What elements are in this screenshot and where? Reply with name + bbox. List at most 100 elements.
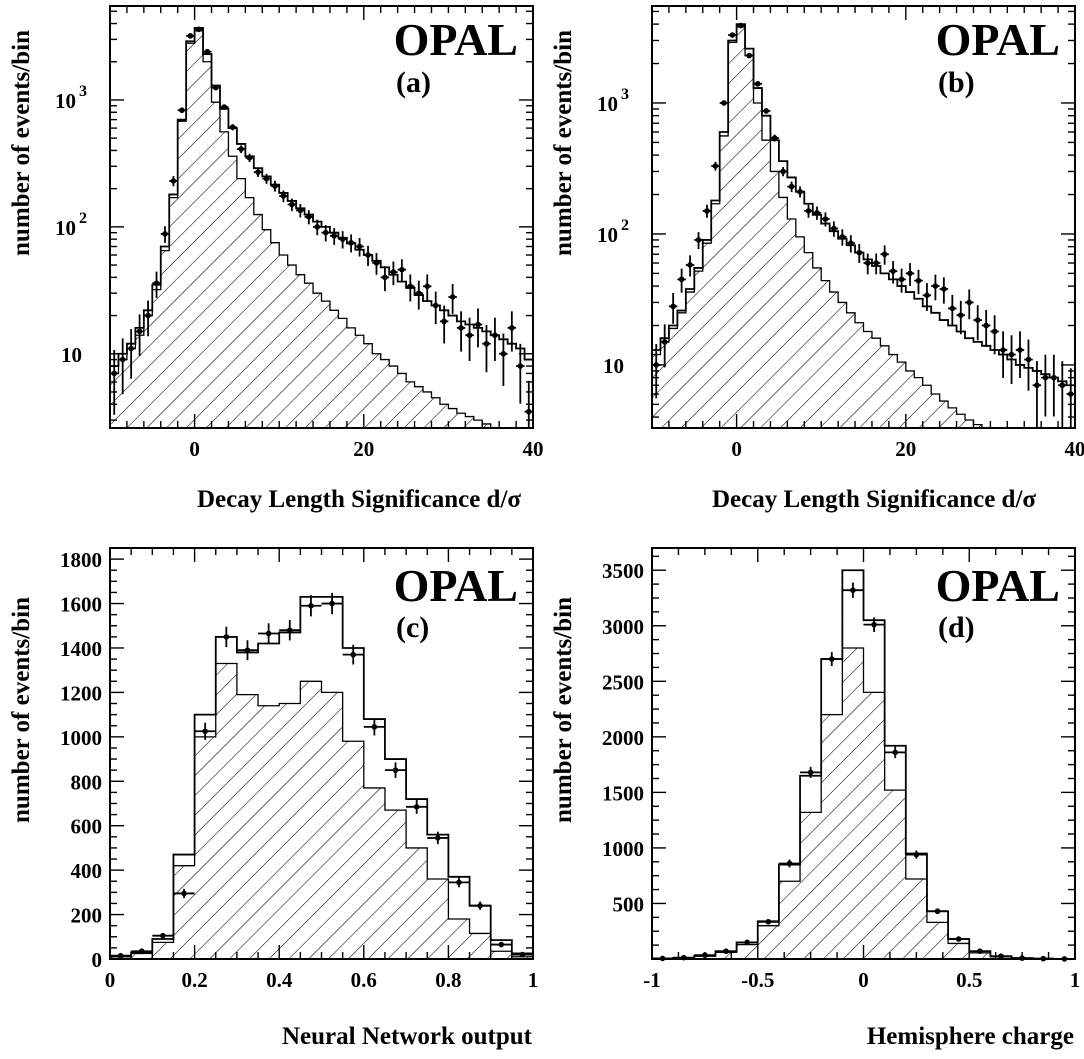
data-marker	[949, 305, 956, 312]
data-point	[753, 81, 762, 87]
data-point	[431, 291, 440, 325]
data-marker	[153, 280, 160, 286]
signal-hatched-histogram	[109, 30, 533, 429]
data-marker	[339, 236, 346, 242]
signal-hatched-histogram	[109, 662, 534, 960]
data-marker	[680, 954, 687, 961]
data-marker	[932, 283, 939, 289]
data-marker	[424, 283, 431, 290]
data-marker	[763, 108, 770, 114]
data-point	[736, 939, 758, 946]
data-point	[821, 652, 843, 667]
data-point	[110, 952, 132, 959]
data-point	[499, 333, 508, 386]
data-point	[473, 308, 483, 348]
data-marker	[263, 175, 270, 182]
data-marker	[238, 146, 244, 152]
data-point	[757, 918, 779, 925]
y-tick-label: 10	[55, 89, 76, 113]
data-point	[888, 261, 898, 284]
data-point	[1024, 339, 1033, 391]
x-axis-label: Decay Length Significance d/σ	[197, 486, 521, 513]
data-point	[363, 245, 373, 266]
data-point	[719, 100, 729, 106]
panel-label: (b)	[938, 66, 975, 99]
data-point	[1041, 354, 1050, 417]
data-marker	[466, 332, 473, 339]
data-point	[448, 877, 470, 888]
data-marker	[1051, 374, 1057, 381]
data-point	[215, 626, 237, 648]
data-point	[406, 799, 428, 814]
data-marker	[399, 266, 405, 273]
data-marker	[221, 104, 228, 110]
data-marker	[915, 277, 922, 284]
x-tick-label: 0	[731, 437, 742, 461]
data-marker	[1059, 382, 1066, 389]
data-marker	[348, 239, 354, 246]
data-marker	[280, 193, 287, 199]
data-point	[838, 229, 847, 246]
data-marker	[181, 890, 187, 897]
y-tick-label: 1000	[602, 837, 644, 861]
data-marker	[765, 918, 772, 925]
data-marker	[723, 948, 729, 955]
data-marker	[1017, 347, 1023, 353]
data-point	[516, 343, 525, 404]
data-marker	[413, 804, 420, 810]
data-point	[194, 722, 216, 740]
data-marker	[712, 163, 719, 169]
data-point	[262, 173, 271, 184]
data-point	[795, 186, 805, 198]
experiment-label: OPAL	[936, 14, 1060, 65]
data-marker	[204, 48, 211, 55]
data-point	[736, 22, 746, 29]
data-marker	[670, 303, 676, 310]
data-point	[931, 274, 940, 301]
y-tick-label: 400	[71, 859, 103, 883]
data-point	[770, 134, 779, 142]
x-tick-label: 1	[1070, 968, 1081, 992]
data-marker	[814, 210, 820, 216]
data-marker	[898, 276, 905, 283]
experiment-label: OPAL	[394, 560, 518, 611]
data-point	[414, 280, 424, 310]
data-point	[660, 324, 669, 368]
data-marker	[202, 728, 208, 735]
data-marker	[941, 286, 947, 292]
data-marker	[244, 647, 251, 653]
y-axis-label: number of events/bin	[550, 597, 577, 823]
data-point	[694, 232, 703, 250]
data-marker	[704, 208, 710, 214]
data-point	[228, 124, 237, 131]
data-point	[211, 84, 220, 91]
y-tick-label: 500	[613, 892, 645, 916]
data-point	[990, 953, 1012, 960]
data-marker	[407, 283, 414, 290]
y-tick-label: 1000	[60, 726, 102, 750]
data-point	[715, 948, 737, 955]
y-tick-label: 0	[92, 948, 103, 972]
panel-c: 0 0.2 0.4 0.6 0.8 1 0 200 400 600 800 1000 1200 1400 1…	[8, 547, 538, 1050]
data-marker	[145, 312, 151, 319]
data-point	[448, 284, 457, 314]
data-marker	[223, 634, 230, 640]
data-marker	[500, 350, 507, 357]
data-marker	[890, 268, 896, 274]
data-point	[926, 908, 949, 915]
data-marker	[871, 621, 877, 628]
data-marker	[449, 294, 456, 300]
signal-hatched-histogram	[651, 647, 1076, 960]
data-point	[685, 255, 695, 277]
data-point	[939, 277, 949, 304]
y-tick-label: 2500	[602, 670, 644, 694]
data-marker	[892, 749, 899, 756]
y-tick-label-exponent: 3	[621, 86, 629, 103]
data-marker	[441, 318, 447, 325]
data-point	[313, 219, 322, 236]
y-tick-label: 1800	[60, 548, 102, 572]
data-point	[152, 932, 174, 939]
